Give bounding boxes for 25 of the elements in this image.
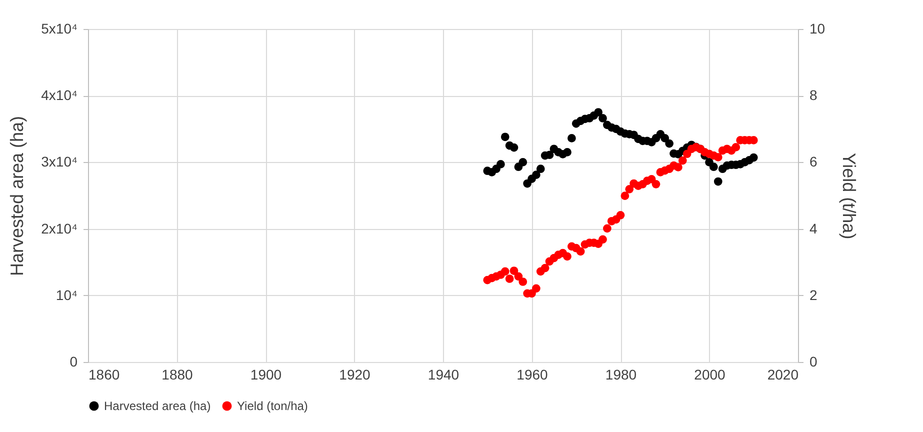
y2-tick-label: 4 [810, 220, 818, 236]
y2-tick-label: 6 [810, 154, 818, 170]
x-tick-label: 1940 [428, 366, 460, 382]
y2-tick-label: 8 [810, 87, 818, 104]
y2-axis-title: Yield (t/ha) [839, 152, 860, 240]
y-tick-label: 4x10⁴ [41, 87, 78, 104]
y-tick-label: 0 [70, 354, 78, 370]
x-tick-label: 1980 [605, 366, 637, 382]
x-tick-label: 1960 [516, 366, 548, 382]
legend-label: Yield (ton/ha) [237, 399, 308, 413]
x-tick-label: 2000 [694, 366, 726, 382]
y-tick-label: 10⁴ [56, 286, 78, 303]
x-tick-label: 1880 [162, 366, 194, 382]
y-tick-label: 2x10⁴ [41, 220, 78, 236]
x-tick-label: 2020 [767, 366, 799, 382]
x-tick-label: 1860 [88, 366, 120, 382]
y-tick-label: 3x10⁴ [41, 154, 78, 170]
y-tick-label: 5x10⁴ [41, 20, 78, 36]
x-tick-label: 1900 [250, 366, 282, 382]
y2-tick-label: 2 [810, 286, 818, 303]
y-axis-title: Harvested area (ha) [7, 116, 28, 276]
y2-tick-label: 0 [810, 354, 818, 370]
y2-tick-label: 10 [810, 20, 826, 36]
legend-label: Harvested area (ha) [104, 399, 211, 413]
x-tick-label: 1920 [339, 366, 371, 382]
